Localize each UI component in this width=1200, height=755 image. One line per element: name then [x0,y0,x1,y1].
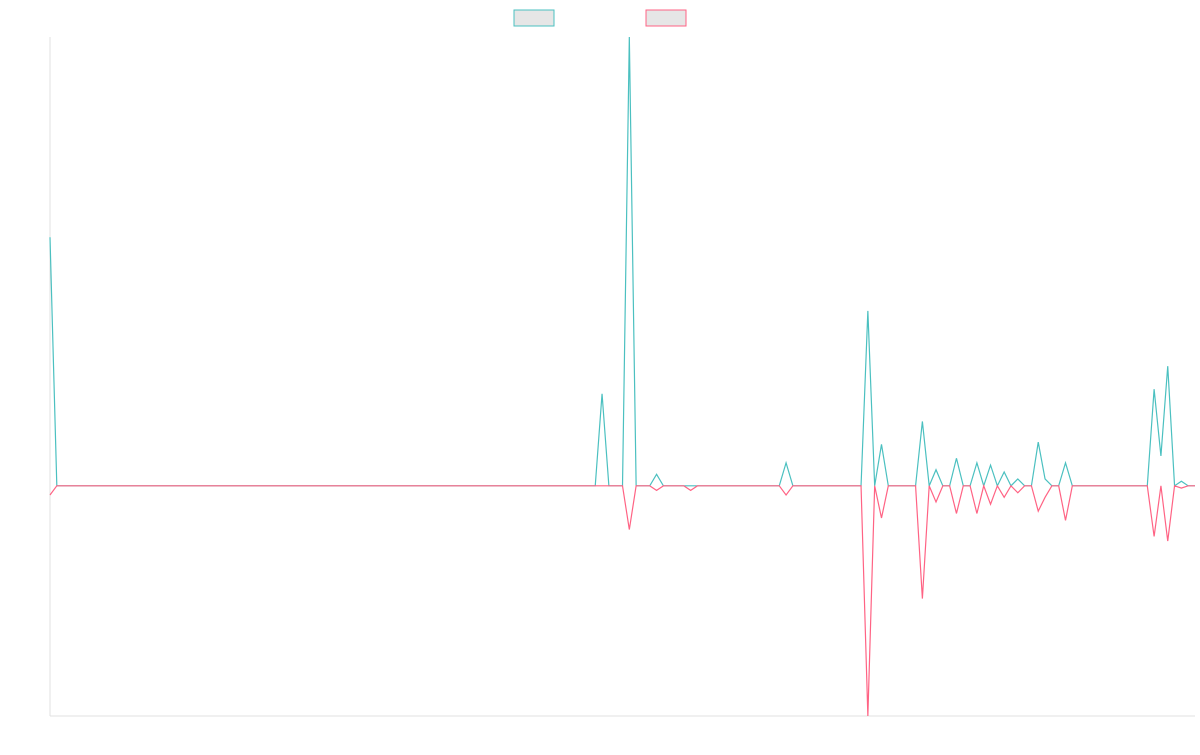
series-line-2 [49,483,1195,717]
legend-item-2[interactable] [645,9,687,27]
legend-swatch-1 [513,9,555,27]
legend [513,9,687,27]
series-layer [49,36,1195,717]
legend-item-1[interactable] [513,9,555,27]
chart-axes [49,37,1195,717]
series-line-1 [49,36,1195,489]
legend-swatch-2 [645,9,687,27]
